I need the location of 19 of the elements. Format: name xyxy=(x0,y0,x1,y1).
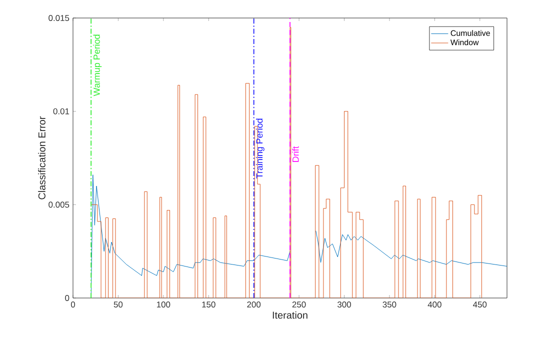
x-tick-label: 450 xyxy=(472,302,487,308)
x-tick-label: 250 xyxy=(292,302,306,308)
y-axis-title: Classification Error xyxy=(38,116,46,200)
x-tick-label: 400 xyxy=(428,302,442,308)
x-tick-label: 100 xyxy=(156,302,170,308)
x-tick-label: 50 xyxy=(114,302,123,308)
y-tick-label: 0.005 xyxy=(48,202,70,208)
ref-line-label: Training Period xyxy=(256,118,264,178)
x-axis-title: Iteration xyxy=(272,311,308,319)
x-tick-label: 200 xyxy=(247,302,261,308)
y-tick-label: 0.015 xyxy=(48,15,70,21)
x-tick-label: 350 xyxy=(382,302,396,308)
x-tick-label: 0 xyxy=(70,302,76,308)
x-tick-label: 150 xyxy=(202,302,216,308)
y-tick-label: 0.01 xyxy=(53,108,70,114)
ref-line-label: Drift xyxy=(292,146,299,162)
y-tick-label: 0 xyxy=(65,295,70,301)
ref-line-label: Warmup Period xyxy=(93,34,102,96)
x-tick-label: 300 xyxy=(338,302,351,308)
